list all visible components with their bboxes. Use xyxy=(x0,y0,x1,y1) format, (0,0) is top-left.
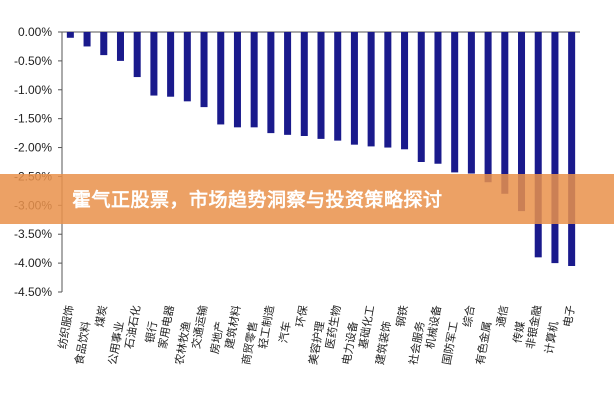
x-tick-label: 房地产 xyxy=(207,320,227,355)
bar xyxy=(384,32,392,148)
y-tick-label: -1.50% xyxy=(14,112,52,126)
bar xyxy=(467,32,475,174)
bar xyxy=(183,32,191,102)
x-tick-label: 银行 xyxy=(142,320,160,344)
bar xyxy=(300,32,308,136)
y-tick-label: -0.50% xyxy=(14,54,52,68)
title-banner: 霍气正股票，市场趋势洞察与投资策略探讨 xyxy=(0,174,614,224)
x-tick-label: 计算机 xyxy=(541,320,561,355)
bar xyxy=(233,32,241,128)
x-tick-label: 煤炭 xyxy=(93,304,110,328)
y-tick-label: -3.50% xyxy=(14,227,52,241)
x-tick-label: 传媒 xyxy=(511,320,528,344)
bar xyxy=(150,32,158,96)
x-tick-label: 食品饮料 xyxy=(72,320,93,366)
bar xyxy=(518,32,526,212)
x-tick-label: 综合 xyxy=(460,304,478,328)
x-tick-label: 建筑装饰 xyxy=(372,320,393,366)
x-tick-label: 环保 xyxy=(293,304,311,328)
bar xyxy=(217,32,225,125)
bar xyxy=(451,32,459,173)
bar xyxy=(250,32,258,128)
bar xyxy=(417,32,425,162)
x-tick-label: 汽车 xyxy=(276,320,294,344)
x-tick-label: 有色金属 xyxy=(473,320,494,366)
x-tick-label: 钢铁 xyxy=(394,304,411,328)
bar xyxy=(401,32,409,150)
y-tick-label: -2.00% xyxy=(14,141,52,155)
bar xyxy=(66,32,74,38)
bar xyxy=(100,32,108,56)
bar xyxy=(534,32,542,258)
bar xyxy=(284,32,292,135)
bar xyxy=(200,32,208,108)
x-tick-label: 电子 xyxy=(561,304,578,328)
y-tick-label: -1.00% xyxy=(14,83,52,97)
bar xyxy=(501,32,509,194)
y-tick-label: 0.00% xyxy=(18,25,52,39)
bar xyxy=(133,32,141,78)
banner-title: 霍气正股票，市场趋势洞察与投资策略探讨 xyxy=(72,189,443,211)
bar xyxy=(334,32,342,141)
x-tick-label: 通信 xyxy=(494,304,511,328)
bar xyxy=(317,32,325,139)
bar xyxy=(116,32,124,61)
bar xyxy=(367,32,375,147)
bar xyxy=(83,32,91,47)
x-tick-label: 纺织服饰 xyxy=(55,304,76,350)
y-tick-label: -4.00% xyxy=(14,256,52,270)
bar xyxy=(484,32,492,183)
x-tick-label: 国防军工 xyxy=(439,320,460,366)
bar xyxy=(350,32,358,145)
y-tick-label: -4.50% xyxy=(14,285,52,299)
bar xyxy=(267,32,275,134)
bar xyxy=(568,32,576,266)
bar xyxy=(167,32,175,97)
bar xyxy=(551,32,559,264)
bar xyxy=(434,32,442,164)
